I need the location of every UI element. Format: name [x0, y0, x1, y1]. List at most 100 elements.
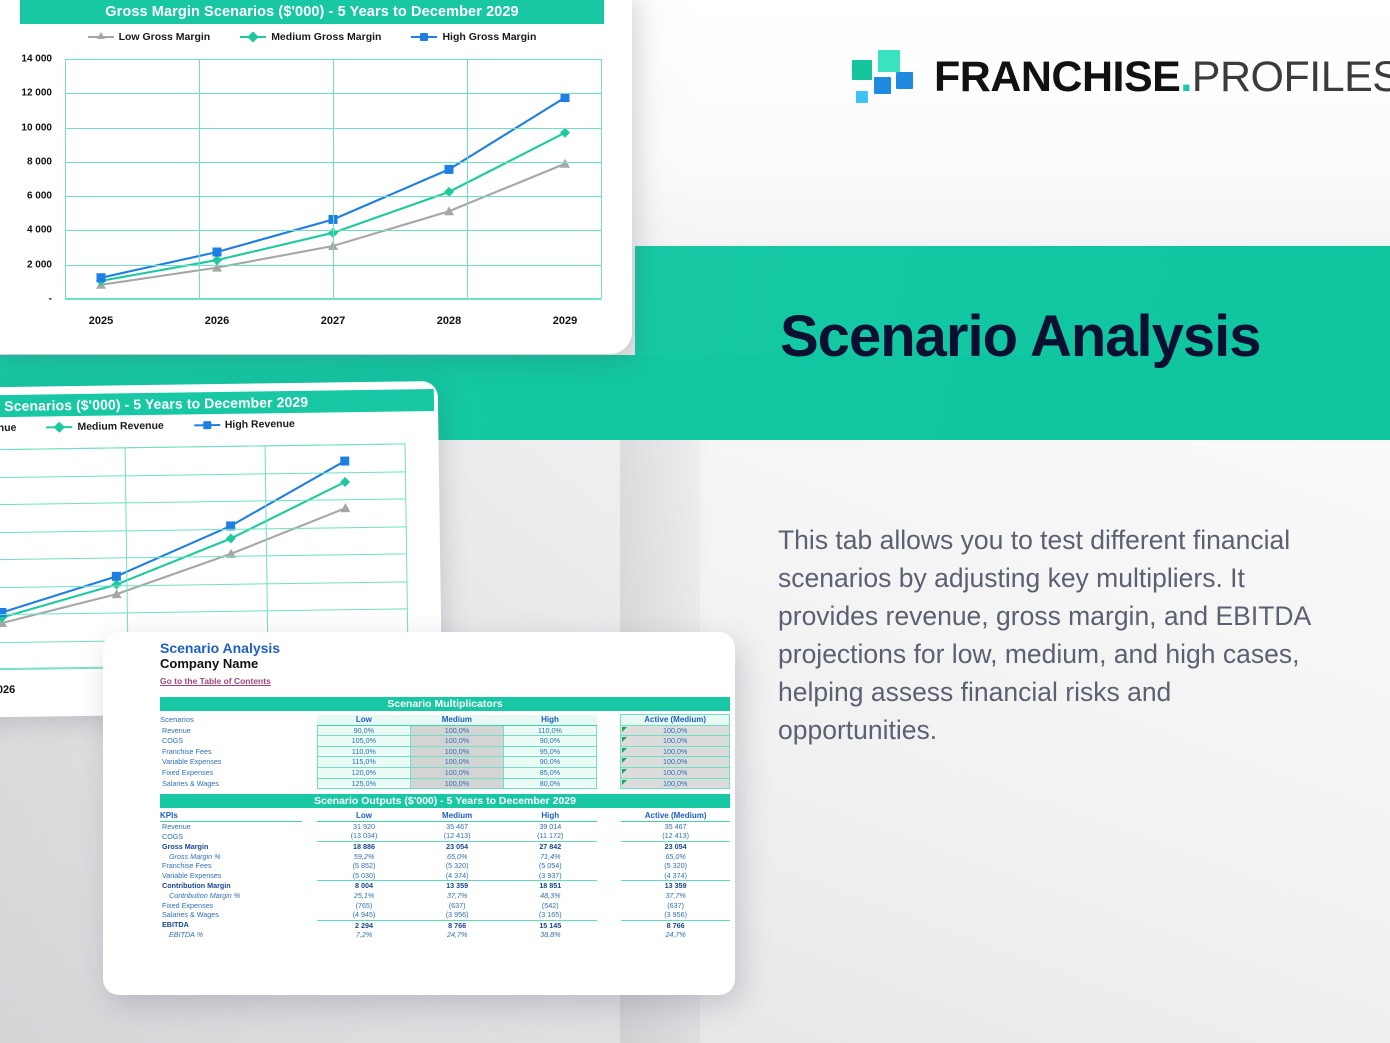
- gross-margin-chart-title: Gross Margin Scenarios ($'000) - 5 Years…: [20, 0, 604, 24]
- table-of-contents-link[interactable]: Go to the Table of Contents: [160, 676, 271, 686]
- cell-active: (5 320): [664, 861, 688, 871]
- cell-active[interactable]: 100,0%: [620, 745, 730, 758]
- legend-item-high-revenue: High Revenue: [193, 418, 295, 431]
- data-point-marker: [111, 589, 122, 599]
- cell-medium: 8 766: [448, 920, 467, 930]
- cell-low: (4 945): [317, 910, 411, 921]
- cell-high: (3 165): [503, 910, 597, 921]
- cell-low[interactable]: 105,0%: [316, 735, 411, 747]
- cell-active[interactable]: 100,0%: [620, 766, 730, 779]
- y-axis-tick: 14 000: [21, 53, 52, 65]
- row-label: Salaries & Wages: [162, 778, 219, 788]
- outputs-header-row: KPIs Low Medium High Active (Medium): [160, 811, 730, 822]
- table-row: Fixed Expenses 120,0% 100,0% 85,0% 100,0%: [160, 766, 730, 779]
- cell-active: 35 467: [664, 821, 687, 831]
- outputs-table: KPIs Low Medium High Active (Medium) Rev…: [160, 811, 730, 940]
- cell-high[interactable]: 95,0%: [502, 745, 598, 758]
- square-teal-dark-icon: [852, 60, 872, 80]
- gridline-horizontal: [65, 299, 601, 300]
- data-point-marker: [0, 607, 7, 618]
- table-row: EBITDA % 7,2% 24,7% 38,8% 24,7%: [160, 930, 730, 940]
- data-point-marker: [444, 206, 454, 216]
- table-row: Fixed Expenses (765) (637) (542) (637): [160, 901, 730, 911]
- cell-medium[interactable]: 100,0%: [409, 745, 504, 758]
- diamond-marker-icon: [53, 421, 66, 433]
- cell-high[interactable]: 85,0%: [502, 766, 598, 779]
- cell-high[interactable]: 80,0%: [502, 777, 598, 790]
- cell-active: (3 956): [621, 910, 730, 921]
- cell-high[interactable]: 110,0%: [502, 724, 598, 737]
- cell-medium[interactable]: 100,0%: [409, 724, 504, 737]
- cell-low: (5 030): [317, 870, 411, 882]
- x-axis-tick: 2029: [552, 315, 578, 327]
- table-row: Variable Expenses 115,0% 100,0% 90,0% 100,0%: [160, 756, 730, 768]
- legend-label: Medium Gross Margin: [271, 31, 382, 43]
- square-mint-icon: [878, 50, 900, 72]
- data-point-marker: [340, 456, 350, 466]
- cell-active: (4 374): [621, 870, 730, 882]
- col-kpis: KPIs: [160, 811, 302, 822]
- y-axis-tick: 8 000: [26, 156, 52, 168]
- table-row: COGS (13 034) (12 413) (11 172) (12 413): [160, 831, 730, 842]
- cell-active[interactable]: 100,0%: [620, 756, 730, 768]
- cell-high: 38,8%: [540, 930, 561, 940]
- cell-active[interactable]: 100,0%: [620, 735, 730, 747]
- cell-low: 31 920: [353, 821, 376, 831]
- cell-low[interactable]: 115,0%: [316, 756, 411, 768]
- cell-medium[interactable]: 100,0%: [409, 766, 504, 779]
- cell-medium[interactable]: 100,0%: [409, 756, 504, 768]
- cell-medium: 35 467: [446, 821, 469, 831]
- page-title: Scenario Analysis: [780, 304, 1262, 369]
- data-point-marker: [340, 503, 351, 513]
- cell-active: 13 359: [664, 881, 687, 891]
- legend-line-high: [411, 32, 438, 41]
- data-point-marker: [212, 262, 222, 272]
- cell-active[interactable]: 100,0%: [620, 777, 730, 790]
- gross-margin-legend: Low Gross Margin Medium Gross Margin Hig…: [20, 28, 604, 46]
- square-blue-right-icon: [896, 72, 913, 89]
- x-axis-tick: 2028: [436, 315, 462, 327]
- cell-high[interactable]: 90,0%: [502, 735, 598, 747]
- background-lower-right: [700, 440, 1390, 1043]
- cell-low[interactable]: 110,0%: [316, 745, 411, 758]
- cell-low: (13 034): [317, 831, 411, 842]
- cell-medium[interactable]: 100,0%: [409, 735, 504, 747]
- revenue-chart-title: ue Scenarios ($'000) - 5 Years to Decemb…: [0, 389, 435, 420]
- cell-medium: (637): [448, 900, 466, 910]
- cell-high: (3 937): [503, 870, 597, 882]
- legend-line-medium: [240, 30, 267, 43]
- data-point-marker: [212, 247, 222, 257]
- row-label: COGS: [162, 831, 184, 841]
- table-row: COGS 105,0% 100,0% 90,0% 100,0%: [160, 735, 730, 747]
- cell-low[interactable]: 90,0%: [316, 724, 411, 737]
- outputs-body: Revenue 31 920 35 467 39 014 35 467 COGS (13 0…: [160, 821, 730, 940]
- gross-margin-chart-card: Gross Margin Scenarios ($'000) - 5 Years…: [0, 0, 632, 354]
- gross-margin-plot-area: [65, 59, 602, 300]
- cell-medium: (4 374): [410, 870, 504, 882]
- cell-active: 23 054: [664, 841, 687, 851]
- cell-high: 27 842: [539, 841, 562, 851]
- cell-low: 7,2%: [355, 930, 373, 940]
- row-label: Variable Expenses: [162, 757, 222, 767]
- col-medium: Medium: [410, 714, 504, 726]
- data-point-marker: [340, 476, 351, 487]
- cell-high[interactable]: 90,0%: [502, 756, 598, 768]
- brand-logo: FRANCHISE.PROFILES: [852, 50, 1390, 104]
- cell-medium[interactable]: 100,0%: [409, 777, 504, 790]
- multiplicators-body: Revenue 90,0% 100,0% 110,0% 100,0% COGS 105,0%…: [160, 724, 730, 790]
- square-blue-small-icon: [874, 77, 891, 94]
- revenue-plot-area: [0, 443, 409, 673]
- y-axis-tick: 4 000: [26, 224, 52, 236]
- table-row: Gross Margin % 59,2% 65,0% 71,4% 65,0%: [160, 852, 730, 862]
- gridline-vertical: [467, 59, 468, 299]
- cell-high: (11 172): [503, 831, 597, 842]
- table-row: Revenue 31 920 35 467 39 014 35 467: [160, 821, 730, 831]
- data-point-marker: [225, 533, 236, 544]
- col-high: High: [503, 714, 597, 726]
- cell-low[interactable]: 120,0%: [316, 766, 411, 779]
- legend-label: High Gross Margin: [442, 31, 537, 43]
- cell-low[interactable]: 125,0%: [316, 777, 411, 790]
- cell-active[interactable]: 100,0%: [620, 724, 730, 737]
- cell-active: (12 413): [621, 831, 730, 842]
- row-label: Fixed Expenses: [162, 900, 214, 910]
